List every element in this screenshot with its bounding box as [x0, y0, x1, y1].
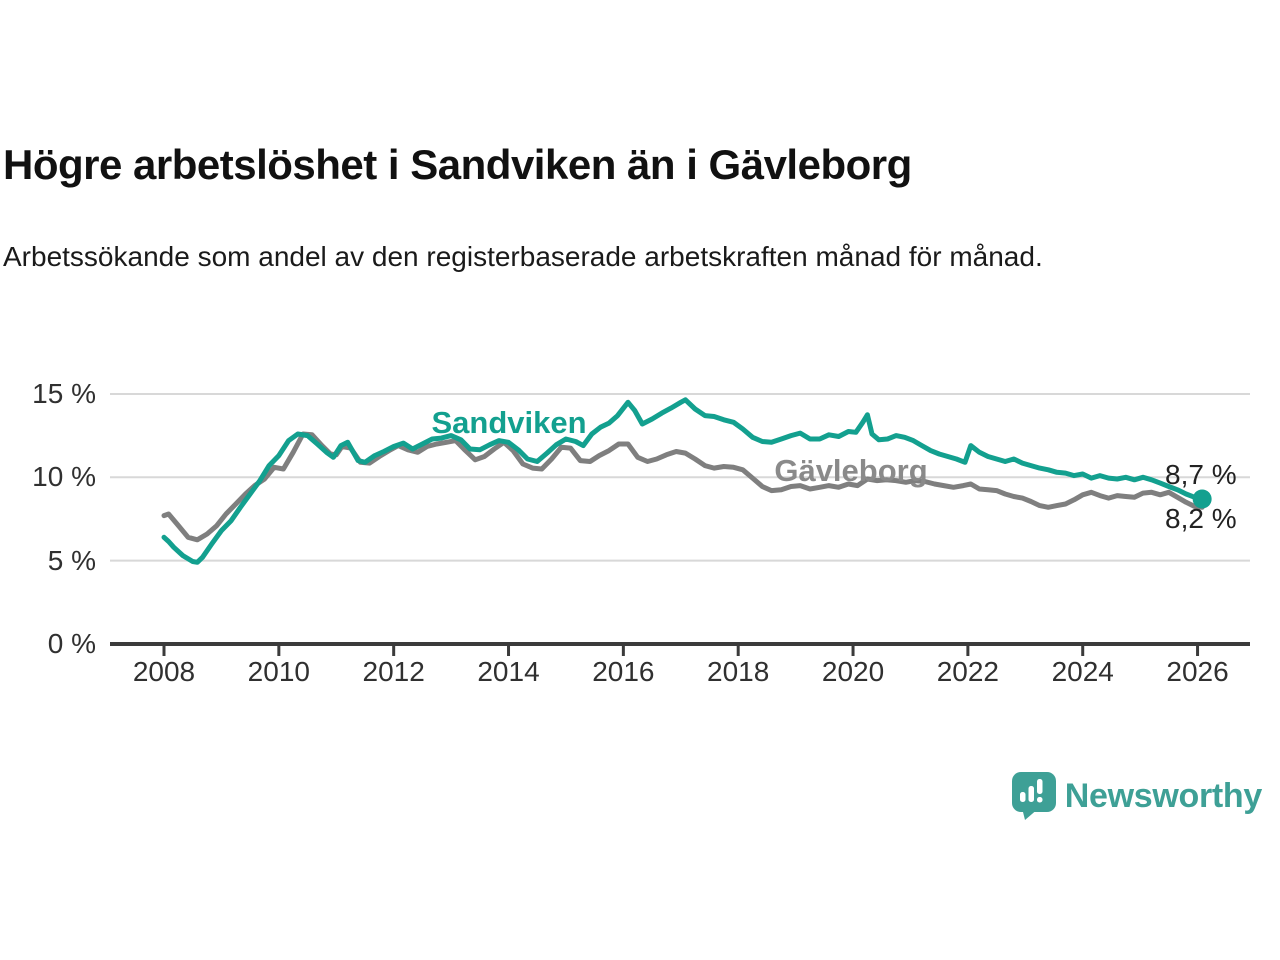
x-tick-label: 2022 [936, 656, 1000, 687]
chart-subtitle: Arbetssökande som andel av den registerb… [3, 241, 1043, 272]
y-tick-label: 5 % [47, 544, 96, 576]
series-label-gavleborg: Gävleborg [774, 453, 928, 488]
x-tick-label: 2016 [592, 656, 655, 687]
brand-name: Newsworthy [1064, 777, 1263, 815]
x-tick-label: 2020 [821, 656, 885, 687]
sandviken-end-dot [1192, 489, 1212, 509]
y-tick-label: 10 % [32, 461, 96, 493]
x-tick-label: 2008 [132, 656, 196, 687]
x-tick-label: 2018 [707, 656, 770, 687]
end-value-label-gavleborg: 8,2 % [1165, 503, 1237, 534]
newsworthy-chart-bubble-icon [1011, 772, 1056, 820]
series-label-sandviken: Sandviken [431, 405, 587, 440]
x-tick-label: 2012 [362, 656, 425, 687]
x-tick-label: 2024 [1051, 656, 1114, 687]
page-title: Högre arbetslöshet i Sandviken än i Gävl… [3, 141, 912, 188]
x-tick-label: 2010 [247, 656, 310, 687]
gvleborg-line [161, 431, 1205, 543]
y-tick-label: 15 % [32, 377, 96, 409]
sandviken-line [161, 397, 1205, 565]
y-tick-label: 0 % [47, 628, 96, 659]
x-tick-label: 2014 [477, 656, 540, 687]
end-value-label-sandviken: 8,7 % [1165, 459, 1237, 490]
newsworthy-brand: Newsworthy [1011, 772, 1263, 821]
x-tick-label: 2026 [1166, 656, 1229, 687]
